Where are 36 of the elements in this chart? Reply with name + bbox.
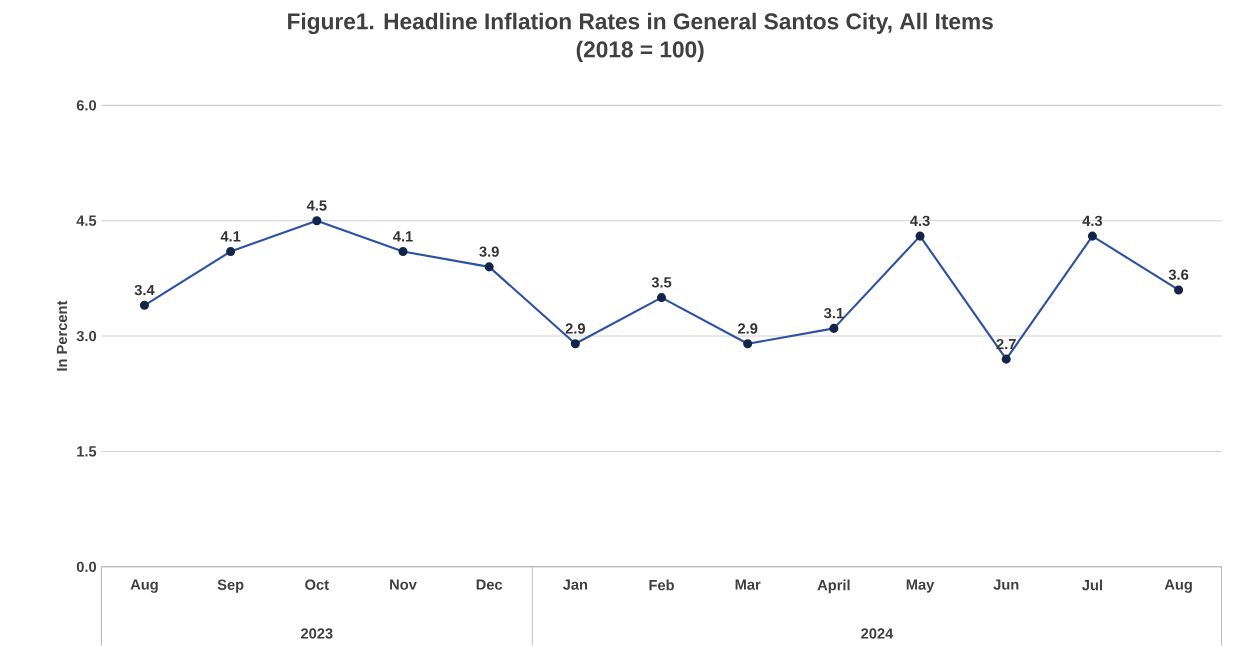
y-tick-label: 3.0 [76, 331, 97, 342]
chart-title: Figure1. Headline Inflation Rates in General Santos City, All Items [288, 13, 993, 35]
data-label: 3.5 [651, 277, 672, 288]
y-axis-title: In Percent [56, 301, 68, 371]
x-tick-label: Sep [217, 579, 244, 594]
x-tick-label: Aug [1164, 579, 1192, 593]
data-label: 3.1 [824, 308, 844, 319]
data-label: 3.9 [479, 246, 499, 258]
x-tick-label: Jun [993, 579, 1019, 591]
x-tick-label: Nov [390, 579, 417, 591]
x-tick-label: April [817, 579, 850, 594]
text: 2023 [300, 628, 333, 639]
y-tick-label: 0.0 [76, 561, 97, 573]
data-label: 4.1 [220, 231, 241, 242]
x-tick-label: Mar [735, 579, 761, 591]
x-tick-label: Feb [649, 579, 674, 591]
data-label: 3.6 [1168, 269, 1189, 281]
x-tick-label: Oct [305, 579, 329, 591]
data-label: 4.3 [1082, 215, 1103, 227]
x-tick-label: Jan [562, 579, 588, 591]
y-tick-label: 1.5 [77, 446, 97, 457]
y-tick-label: 4.5 [76, 215, 97, 227]
data-label: 2.7 [996, 339, 1016, 350]
data-label: 2.9 [565, 323, 585, 334]
data-label: 4.1 [393, 231, 413, 242]
data-label: 3.4 [134, 285, 155, 296]
x-tick-label: May [906, 579, 935, 593]
x-tick-label: Aug [130, 579, 158, 593]
y-tick-label: 6.0 [76, 100, 97, 111]
data-label: 4.5 [306, 200, 327, 211]
x-tick-label: Dec [476, 579, 503, 591]
data-label: 2.9 [738, 323, 758, 334]
x-tick-label: Jul [1082, 579, 1102, 591]
chart-subtitle: (2018 = 100) [576, 41, 704, 63]
data-label: 4.3 [910, 215, 930, 227]
text: 2024 [861, 628, 894, 639]
